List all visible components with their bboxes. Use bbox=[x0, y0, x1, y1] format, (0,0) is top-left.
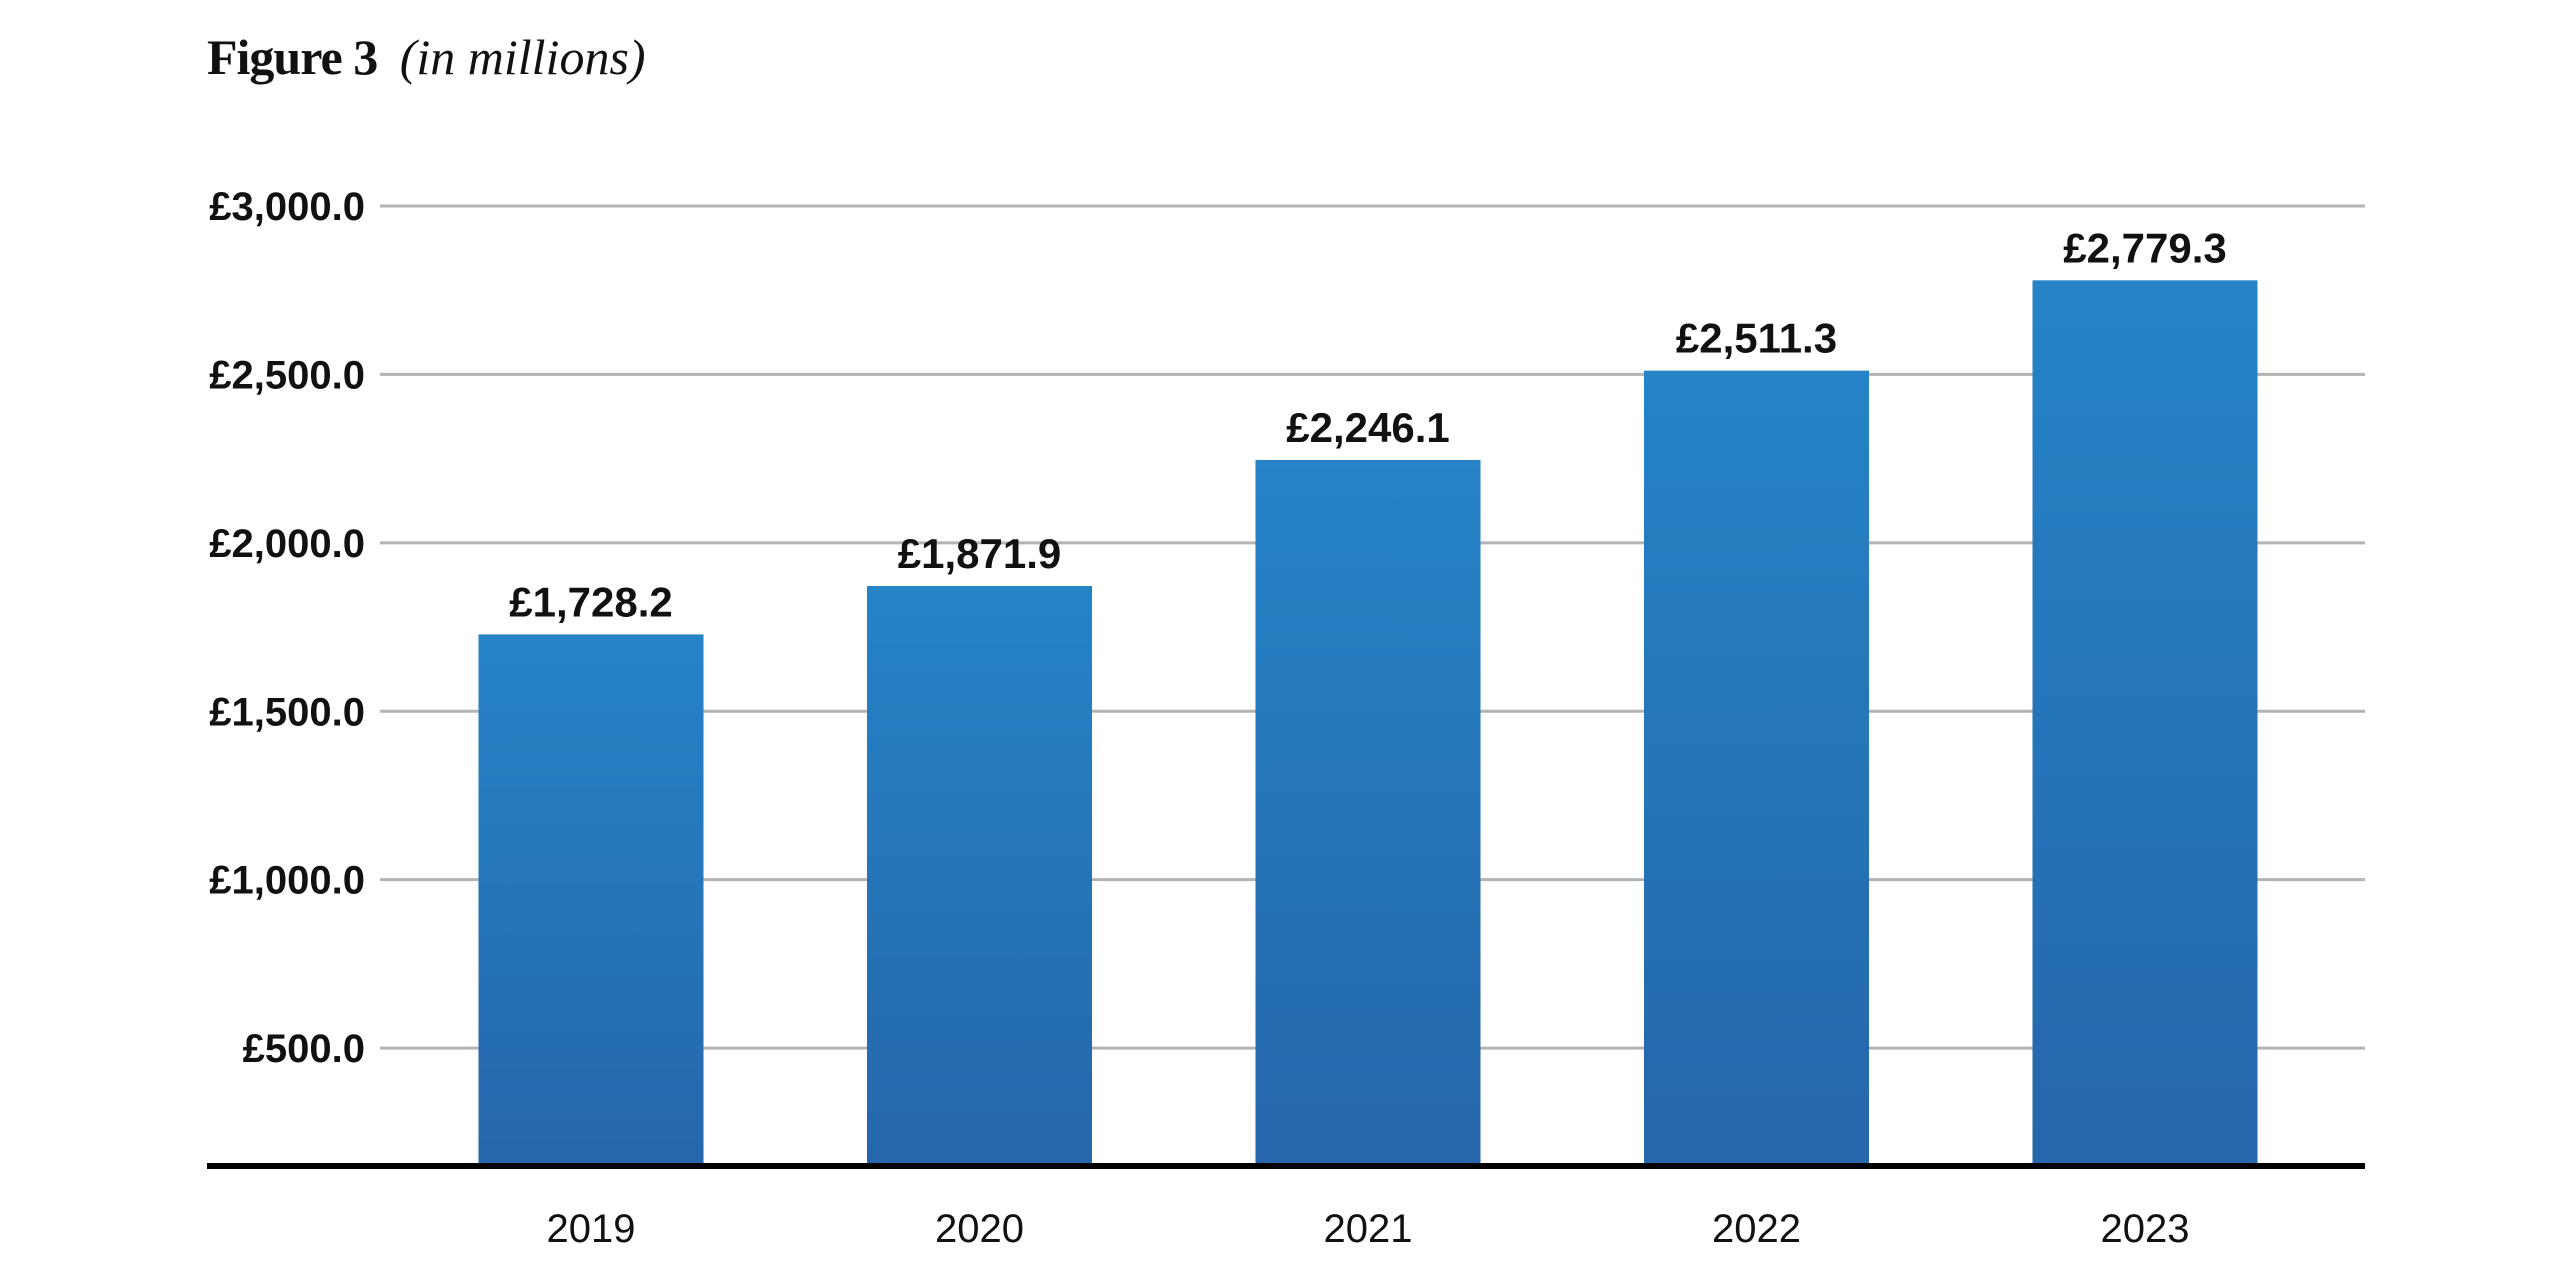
data-label-2019: £1,728.2 bbox=[509, 578, 673, 625]
data-label-2023: £2,779.3 bbox=[2063, 224, 2227, 271]
data-label-2020: £1,871.9 bbox=[898, 530, 1062, 577]
x-tick-label-2021: 2021 bbox=[1324, 1207, 1413, 1251]
data-label-2021: £2,246.1 bbox=[1286, 404, 1450, 451]
y-tick-label: £3,000.0 bbox=[209, 185, 365, 229]
y-tick-label: £1,000.0 bbox=[209, 859, 365, 903]
data-labels: £1,728.2 £1,871.9 £2,246.1 £2,511.3 £2,779.3 bbox=[509, 224, 2227, 625]
y-tick-label: £1,500.0 bbox=[209, 690, 365, 734]
bar-2022 bbox=[1644, 370, 1869, 1166]
x-tick-label-2020: 2020 bbox=[935, 1207, 1024, 1251]
chart-title-main: Figure 3 bbox=[207, 29, 378, 85]
bar-2019 bbox=[478, 634, 704, 1166]
y-tick-label: £2,500.0 bbox=[209, 353, 365, 397]
x-tick-label-2019: 2019 bbox=[547, 1207, 636, 1251]
x-tick-label-2023: 2023 bbox=[2101, 1207, 2190, 1251]
bars bbox=[478, 280, 2258, 1166]
data-label-2022: £2,511.3 bbox=[1676, 315, 1837, 362]
y-tick-label: £2,000.0 bbox=[209, 522, 365, 566]
y-axis-ticks: £500.0 £1,000.0 £1,500.0 £2,000.0 £2,500.0 £3… bbox=[209, 185, 365, 1071]
bar-2021 bbox=[1255, 459, 1481, 1166]
x-axis-ticks: 2019 2020 2021 2022 2023 bbox=[547, 1207, 2190, 1251]
y-tick-label: £500.0 bbox=[243, 1027, 365, 1071]
chart-title-units: (in millions) bbox=[399, 29, 646, 85]
chart-title: Figure 3 (in millions) bbox=[207, 28, 646, 86]
bar-2020 bbox=[867, 585, 1092, 1166]
x-tick-label-2022: 2022 bbox=[1712, 1207, 1801, 1251]
bar-2023 bbox=[2032, 280, 2258, 1166]
